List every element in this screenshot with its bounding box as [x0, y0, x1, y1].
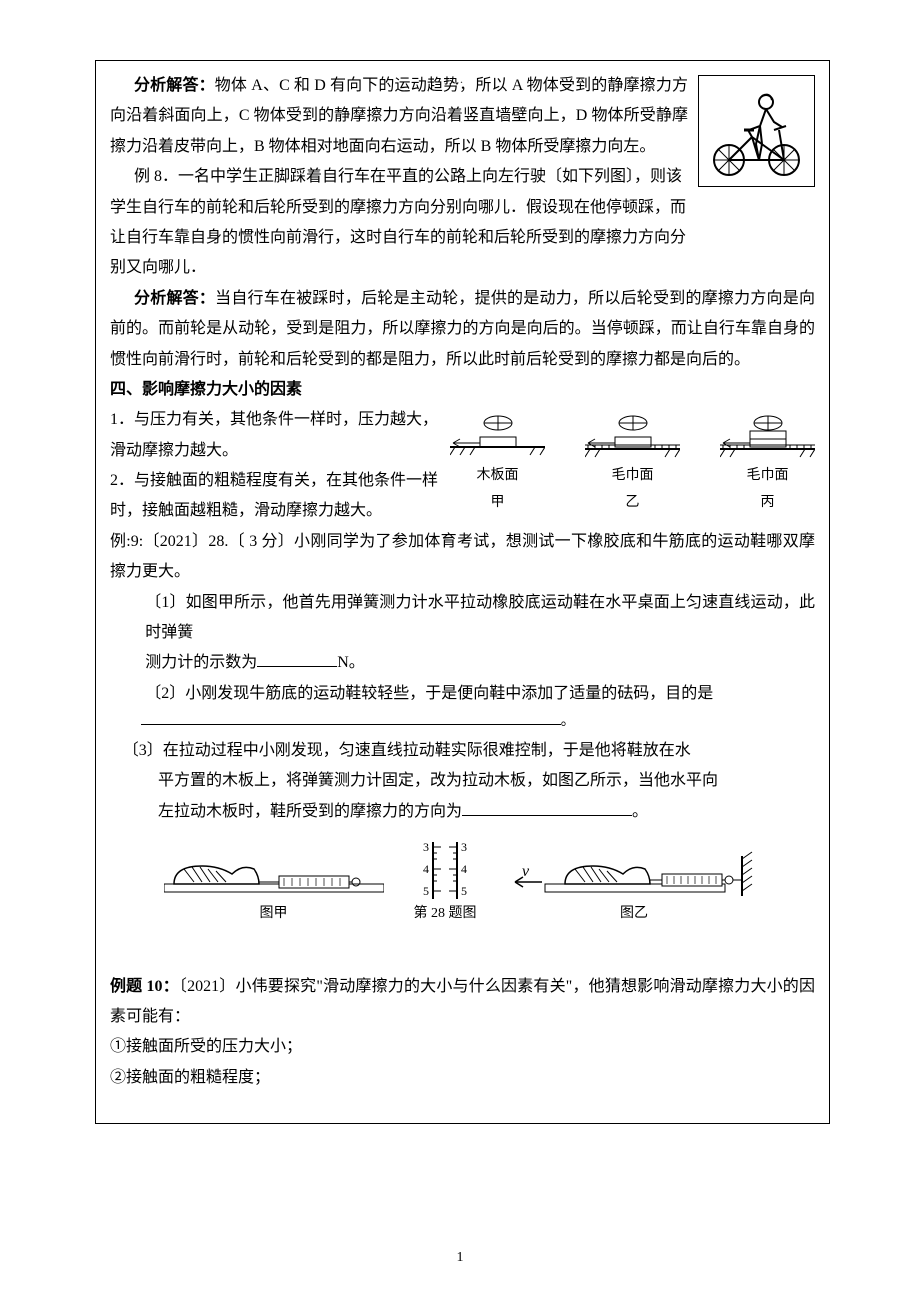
ex9-1a: 〔1〕如图甲所示，他首先用弹簧测力计水平拉动橡胶底运动鞋在水平桌面上匀速直线运动…	[110, 588, 815, 649]
ex9-3c-end: 。	[632, 803, 648, 820]
ruler-r3: 3	[461, 840, 467, 854]
exp-c: 毛巾面 丙	[720, 415, 815, 516]
ex9-3a: 〔3〕在拉动过程中小刚发现，匀速直线拉动鞋实际很难控制，于是他将鞋放在水	[110, 736, 815, 766]
shoe-label-left: 图甲	[260, 901, 288, 928]
ex8-line2: 学生自行车的前轮和后轮所受到的摩擦力方向分别向哪儿．假设现在他停顿踩，而	[110, 193, 815, 223]
ex9-3c: 左拉动木板时，鞋所受到的摩擦力的方向为 。	[110, 797, 815, 827]
ruler-r4: 4	[461, 862, 467, 876]
ruler-zoom: 3 3 4 4 5 5 第 28 题图	[414, 839, 477, 928]
ex10-g1: ①接触面所受的压力大小；	[110, 1032, 815, 1062]
exp-label-c: 毛巾面	[747, 463, 789, 490]
exp-cn-b: 乙	[626, 490, 640, 517]
ex9-2-end: 。	[561, 714, 575, 729]
ex8-line4: 别又向哪儿．	[110, 253, 815, 283]
shoe-fig-title: 第 28 题图	[414, 901, 477, 928]
header-dot: .	[460, 68, 463, 91]
experiment-figure: 木板面 甲	[450, 409, 815, 520]
bicycle-icon	[698, 75, 815, 187]
blank-reading[interactable]	[257, 650, 337, 667]
ex9-2a: 〔2〕小刚发现牛筋底的运动鞋较轻些，于是便向鞋中添加了适量的砝码，目的是	[110, 679, 815, 709]
ex8-answer: 分析解答：当自行车在被踩时，后轮是主动轮，提供的是动力，所以后轮受到的摩擦力方向…	[110, 284, 815, 375]
ex9-3c-pre: 左拉动木板时，鞋所受到的摩擦力的方向为	[158, 803, 462, 820]
exp-label-a: 木板面	[477, 463, 519, 490]
shoe-label-right: 图乙	[620, 901, 648, 928]
ex10-head: 例题 10：〔2021〕小伟要探究"滑动摩擦力的大小与什么因素有关"，他猜想影响…	[110, 972, 815, 1033]
ex9-1b-post: N。	[337, 654, 365, 671]
ruler-l5: 5	[423, 884, 429, 898]
shoe-figure-row: 图甲 3 3 4	[110, 839, 815, 928]
ruler-l4: 4	[423, 862, 429, 876]
ex9-1b: 测力计的示数为 N。	[110, 648, 815, 678]
exp-cn-c: 丙	[761, 490, 775, 517]
content-frame: 分析解答：物体 A、C 和 D 有向下的运动趋势，所以 A 物体受到的静摩擦力方…	[95, 60, 830, 1124]
ex9-1b-pre: 测力计的示数为	[145, 654, 257, 671]
page-number: 1	[457, 1245, 464, 1272]
ex9-2-blank: 。	[110, 709, 815, 736]
exp-label-b: 毛巾面	[612, 463, 654, 490]
shoe-right-block: v	[507, 844, 762, 928]
ex9-3b: 平方置的木板上，将弹簧测力计固定，改为拉动木板，如图乙所示，当他水平向	[110, 766, 815, 796]
exp-a: 木板面 甲	[450, 415, 545, 516]
exp-b: 毛巾面 乙	[585, 415, 680, 516]
blank-purpose[interactable]	[141, 710, 561, 725]
ruler-l3: 3	[423, 840, 429, 854]
ex9-head: 例:9:〔2021〕28.〔 3 分〕小刚同学为了参加体育考试，想测试一下橡胶底…	[110, 527, 815, 588]
blank-direction[interactable]	[462, 799, 632, 816]
ex8-answer-text: 当自行车在被踩时，后轮是主动轮，提供的是动力，所以后轮受到的摩擦力方向是向前的。…	[110, 290, 815, 368]
ex10-g2: ②接触面的粗糙程度；	[110, 1063, 815, 1093]
section4-title: 四、影响摩擦力大小的因素	[110, 375, 815, 405]
ex10-head-text: 〔2021〕小伟要探究"滑动摩擦力的大小与什么因素有关"，他猜想影响滑动摩擦力大…	[110, 978, 815, 1025]
ruler-r5: 5	[461, 884, 467, 898]
bicycle-figure	[698, 75, 815, 187]
exp-cn-a: 甲	[491, 490, 505, 517]
shoe-left-block: 图甲	[164, 844, 384, 928]
ex8-line3: 让自行车靠自身的惯性向前滑行，这时自行车的前轮和后轮所受到的摩擦力方向分	[110, 223, 815, 253]
page: .	[0, 0, 920, 1302]
